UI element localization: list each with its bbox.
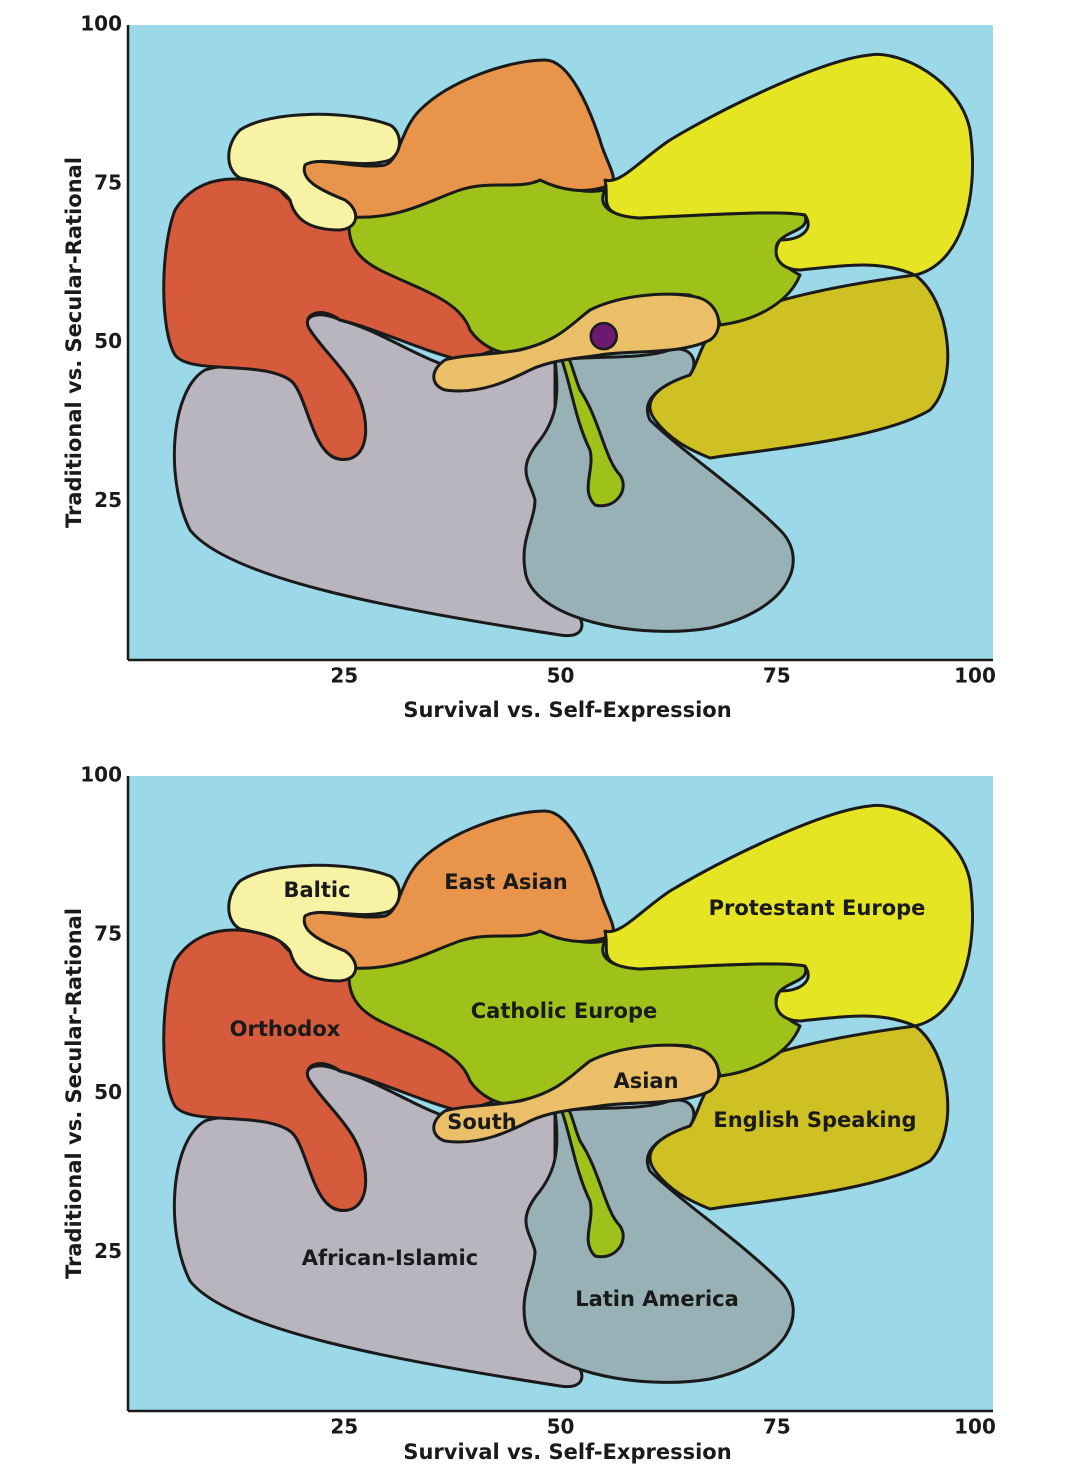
x-tick-label: 50: [547, 664, 575, 688]
x-tick-label: 25: [330, 1415, 358, 1439]
y-axis-label: Traditional vs. Secular-Rational: [62, 908, 86, 1279]
x-tick-label: 100: [954, 1415, 996, 1439]
x-tick-label: 75: [763, 664, 791, 688]
region-label: Protestant Europe: [709, 896, 926, 920]
panel: 25 50 75 100 25 50 75 100 Survival vs. Self-Expr…: [62, 763, 996, 1465]
region-label: English Speaking: [713, 1108, 916, 1132]
region: [603, 52, 974, 277]
y-tick-label: 100: [80, 763, 122, 787]
region-label: African-Islamic: [302, 1246, 478, 1270]
x-axis-label: Survival vs. Self-Expression: [403, 1440, 731, 1464]
y-tick-label: 25: [94, 1239, 122, 1263]
x-tick-label: 25: [330, 664, 358, 688]
region: [227, 863, 401, 983]
region-label: Latin America: [575, 1287, 739, 1311]
panel: 25 50 75 100 25 50 75 100 Survival vs. Self-Expr…: [62, 12, 996, 723]
region: [558, 1104, 625, 1259]
region-label: Asian: [613, 1069, 678, 1093]
region-label: East Asian: [444, 870, 567, 894]
x-axis-label: Survival vs. Self-Expression: [403, 698, 731, 722]
data-point: [589, 321, 618, 351]
y-tick-label: 50: [94, 1080, 122, 1104]
region-label: Baltic: [283, 878, 350, 902]
y-tick-label: 75: [94, 170, 122, 194]
region: [648, 1024, 950, 1211]
y-tick-label: 100: [80, 12, 122, 36]
region-label: Catholic Europe: [471, 999, 658, 1023]
region: [648, 273, 950, 460]
x-tick-label: 75: [763, 1415, 791, 1439]
x-tick-label: 100: [954, 664, 996, 688]
y-tick-label: 50: [94, 329, 122, 353]
region: [432, 1043, 721, 1144]
y-tick-label: 25: [94, 488, 122, 512]
region: [603, 803, 974, 1028]
y-axis-label: Traditional vs. Secular-Rational: [62, 157, 86, 528]
region: [227, 112, 401, 232]
y-tick-label: 75: [94, 921, 122, 945]
region-label: South: [447, 1110, 517, 1134]
region: [432, 292, 721, 393]
x-tick-label: 50: [547, 1415, 575, 1439]
region-label: Orthodox: [230, 1017, 341, 1041]
region: [558, 353, 625, 508]
